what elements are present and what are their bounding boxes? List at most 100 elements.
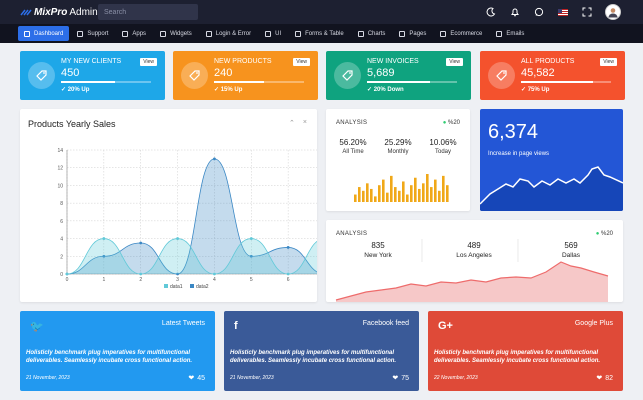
badge-value: %20 (447, 120, 460, 126)
google-plus-icon[interactable]: G+ (438, 320, 453, 332)
chart-controls: ⌃ × (289, 119, 307, 127)
legend-label-data2: data2 (196, 284, 209, 290)
stat-label: NEW INVOICES (367, 58, 419, 65)
mail-icon (496, 30, 503, 37)
page-views-sparkline (480, 166, 623, 211)
stat-progress-fill (214, 81, 264, 83)
view-button[interactable]: View (293, 58, 310, 66)
nav-label: Forms & Table (305, 30, 344, 37)
facebook-icon[interactable]: f (234, 320, 238, 332)
stat-label: MY NEW CLIENTS (61, 58, 122, 65)
collapse-icon[interactable]: ⌃ (289, 120, 295, 127)
data-point-data2 (249, 254, 253, 258)
stat-progress (214, 81, 304, 83)
nav-item-ecommerce[interactable]: Ecommerce (434, 26, 488, 41)
x-tick-label: 3 (176, 277, 179, 283)
data-point-data1 (249, 237, 253, 240)
mini-bar (354, 194, 357, 202)
x-tick-label: 6 (287, 277, 290, 283)
like-count: 82 (605, 374, 613, 382)
x-tick-label: 2 (139, 277, 142, 283)
tag-icon (181, 62, 208, 89)
stat-all-time: 56.20% All Time (328, 138, 378, 155)
nav-label: Charts (367, 30, 386, 37)
search-input[interactable]: Search (98, 4, 198, 20)
check-icon: ✓ (367, 87, 373, 93)
close-icon[interactable]: × (302, 119, 307, 126)
like-button[interactable]: ❤ 75 (392, 374, 409, 383)
stat-value: 450 (61, 67, 80, 79)
stat-trend: ✓ 20% Up (61, 86, 89, 93)
main-nav: Dashboard Support Apps Widgets Login & Error… (0, 24, 643, 43)
y-tick-label: 10 (57, 183, 63, 189)
data-point-data2 (213, 157, 216, 161)
heart-icon: ❤ (188, 375, 195, 382)
view-button[interactable]: View (446, 58, 463, 66)
widgets-icon (160, 30, 167, 37)
nav-label: Support (87, 30, 109, 37)
nav-item-support[interactable]: Support (71, 26, 114, 41)
social-date: 22 November, 2023 (434, 375, 478, 381)
analysis-badge: ● %20 (443, 120, 460, 126)
mini-bar (426, 174, 429, 202)
check-icon: ✓ (214, 87, 220, 93)
city-label: Dallas (561, 252, 581, 259)
legend-swatch-data1 (164, 284, 168, 288)
x-tick-label: 4 (213, 277, 216, 283)
user-avatar[interactable] (605, 4, 621, 20)
data-point-data2 (176, 272, 179, 276)
view-button[interactable]: View (600, 58, 617, 66)
bell-icon[interactable] (509, 6, 521, 18)
nav-item-apps[interactable]: Apps (116, 26, 152, 41)
chart-icon (357, 30, 364, 37)
chat-icon[interactable] (533, 6, 545, 18)
nav-item-dashboard[interactable]: Dashboard (18, 26, 70, 41)
data-point-data1 (102, 237, 106, 240)
stat-value: 10.06% (429, 138, 457, 147)
social-title: Facebook feed (362, 320, 409, 327)
series-area-data1 (67, 238, 317, 274)
social-card-google-plus: G+ Google Plus Holisticly benchmark plug i… (428, 311, 623, 391)
data-point-data1 (213, 272, 216, 276)
check-icon: ✓ (61, 87, 67, 93)
app-logo[interactable]: MixPro Admin (0, 7, 98, 18)
tag-icon (334, 62, 361, 89)
nav-item-ui[interactable]: UI (259, 26, 287, 41)
stat-trend: ✓ 75% Up (521, 86, 549, 93)
stat-progress-fill (61, 81, 115, 83)
mini-bar (430, 187, 433, 202)
city-value: 489 (467, 241, 481, 250)
x-tick-label: 0 (66, 277, 69, 283)
nav-label: Ecommerce (450, 30, 483, 37)
analysis-badge: ● %20 (596, 231, 613, 237)
y-tick-label: 12 (57, 166, 63, 172)
stat-trend: ✓ 15% Up (214, 86, 242, 93)
legend-swatch-data2 (190, 284, 194, 288)
mini-bar (378, 185, 381, 202)
nav-label: Login & Error (215, 30, 252, 37)
twitter-icon[interactable]: 🐦 (30, 321, 44, 333)
us-flag-icon[interactable] (557, 6, 569, 18)
nav-item-widgets[interactable]: Widgets (154, 26, 198, 41)
trend-text: 75% Up (527, 87, 550, 93)
like-button[interactable]: ❤ 45 (188, 374, 205, 383)
apps-icon (122, 30, 129, 37)
nav-item-login-error[interactable]: Login & Error (200, 26, 257, 41)
like-button[interactable]: ❤ 82 (596, 374, 613, 383)
nav-label: Pages (409, 30, 427, 37)
mini-bar (398, 190, 401, 202)
stat-progress-fill (367, 81, 430, 83)
nav-item-forms-table[interactable]: Forms & Table (289, 26, 350, 41)
nav-item-charts[interactable]: Charts (352, 26, 392, 41)
badge-value: %20 (600, 231, 613, 237)
heart-icon: ❤ (596, 375, 603, 382)
y-tick-label: 0 (60, 272, 63, 278)
legend-label-data1: data1 (170, 284, 183, 290)
nav-item-pages[interactable]: Pages (393, 26, 432, 41)
stat-value: 56.20% (339, 138, 367, 147)
city-trend-chart (335, 239, 609, 302)
view-button[interactable]: View (140, 58, 157, 66)
nav-item-emails[interactable]: Emails (490, 26, 530, 41)
fullscreen-icon[interactable] (581, 6, 593, 18)
moon-icon[interactable] (485, 6, 497, 18)
